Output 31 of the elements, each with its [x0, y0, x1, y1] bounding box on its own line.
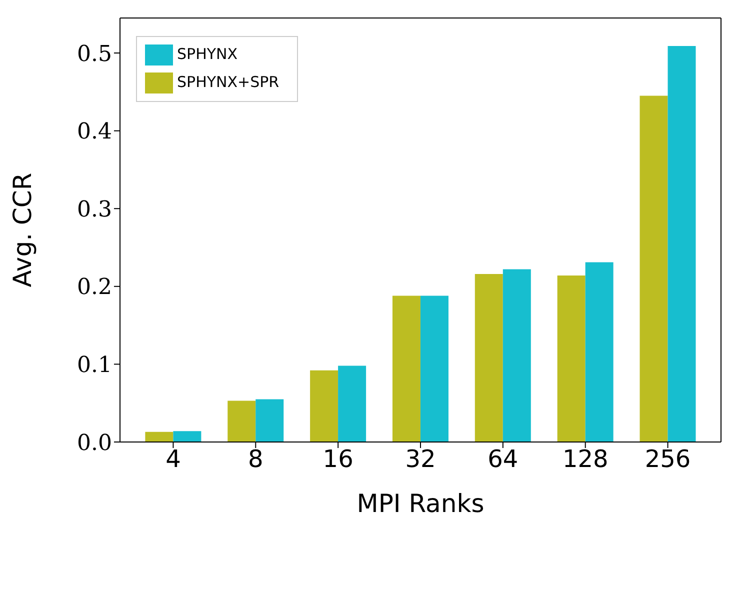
y-axis-title: Avg. CCR	[8, 172, 37, 288]
y-tick-label: 0.2	[77, 275, 112, 300]
x-tick-label: 256	[644, 445, 691, 474]
y-tick-label: 0.1	[77, 353, 112, 378]
x-tick-label: 32	[405, 445, 436, 474]
x-tick-label: 16	[322, 445, 354, 474]
bar	[557, 276, 586, 442]
x-tick-label: 128	[562, 445, 608, 474]
bar	[420, 296, 448, 442]
bar	[392, 296, 420, 442]
bar	[668, 46, 696, 442]
bar	[256, 399, 284, 442]
bar	[173, 431, 202, 442]
y-tick-label: 0.3	[77, 197, 112, 222]
x-tick-label: 8	[248, 445, 264, 474]
x-axis-title: MPI Ranks	[356, 489, 484, 518]
bar	[502, 269, 531, 442]
bar	[145, 432, 174, 442]
bar	[228, 400, 256, 442]
x-tick-label: 64	[488, 445, 518, 474]
legend-label: SPHYNX	[177, 45, 238, 64]
bar	[474, 274, 503, 442]
legend-label: SPHYNX+SPR	[177, 73, 280, 92]
y-tick-label: 0.0	[77, 430, 112, 456]
x-tick-label: 4	[166, 445, 181, 474]
bar	[338, 366, 366, 442]
bar	[640, 96, 668, 442]
bar	[585, 262, 614, 442]
y-tick-label: 0.5	[77, 42, 112, 67]
bar	[310, 370, 338, 442]
y-tick-label: 0.4	[77, 120, 112, 145]
